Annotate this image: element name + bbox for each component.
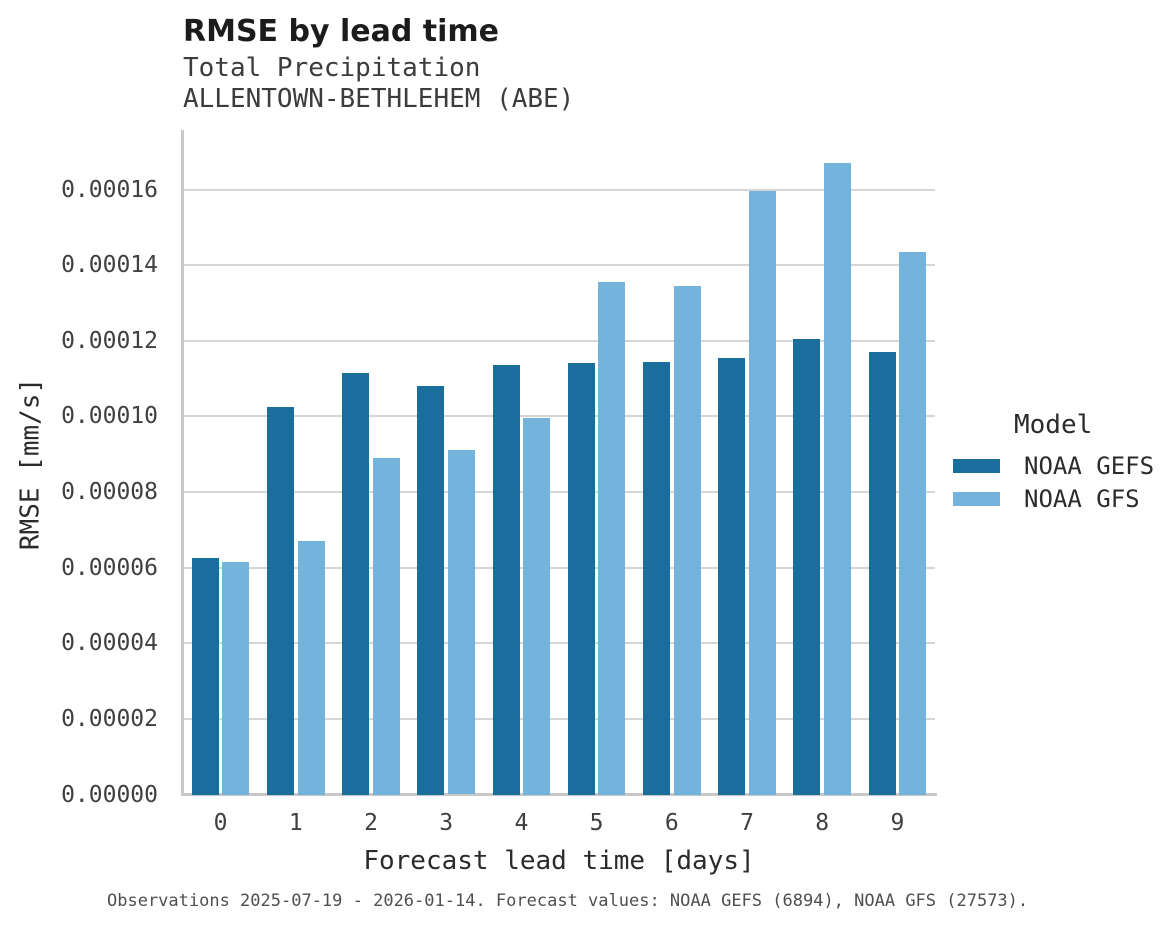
bar-noaa-gfs-day-6 xyxy=(673,285,701,795)
y-axis-title: RMSE [mm/s] xyxy=(15,377,46,551)
y-gridline xyxy=(183,566,935,569)
bar-noaa-gefs-day-4 xyxy=(492,365,520,795)
y-tick-label: 0.00010 xyxy=(61,403,158,430)
x-tick-label: 0 xyxy=(213,810,228,836)
bar-noaa-gfs-day-8 xyxy=(823,163,852,795)
legend-label: NOAA GEFS xyxy=(1024,452,1155,480)
x-tick-label: 5 xyxy=(589,810,604,836)
bar-noaa-gefs-day-9 xyxy=(868,352,896,795)
bar-noaa-gefs-day-0 xyxy=(191,558,219,795)
bar-noaa-gfs-day-1 xyxy=(297,541,325,795)
bar-noaa-gefs-day-6 xyxy=(642,361,671,795)
x-tick-label: 6 xyxy=(664,810,679,836)
bar-noaa-gfs-day-4 xyxy=(523,418,551,795)
legend-swatch-noaa-gfs-icon xyxy=(953,492,1000,506)
legend-label: NOAA GFS xyxy=(1024,485,1140,513)
bar-noaa-gefs-day-5 xyxy=(567,363,595,795)
x-tick-label: 9 xyxy=(890,810,905,836)
legend-swatch-noaa-gefs-icon xyxy=(953,459,1000,473)
y-tick-label: 0.00012 xyxy=(61,327,158,354)
bar-noaa-gfs-day-3 xyxy=(447,449,476,795)
caption: Observations 2025-07-19 - 2026-01-14. Fo… xyxy=(107,891,1029,911)
y-tick-label: 0.00006 xyxy=(61,554,158,581)
y-tick-label: 0.00002 xyxy=(61,705,158,732)
y-axis-spine xyxy=(181,130,184,796)
y-gridline xyxy=(183,491,935,493)
bar-noaa-gfs-day-0 xyxy=(222,561,250,795)
y-gridline xyxy=(183,717,935,720)
bar-noaa-gefs-day-2 xyxy=(342,372,370,795)
x-axis-title: Forecast lead time [days] xyxy=(363,846,755,876)
bar-noaa-gefs-day-3 xyxy=(417,386,445,795)
x-tick-label: 7 xyxy=(740,810,754,836)
y-gridline xyxy=(183,642,935,645)
y-tick-label: 0.00000 xyxy=(61,781,158,808)
y-gridline xyxy=(183,415,935,418)
chart-subtitle-variable: Total Precipitation xyxy=(183,53,481,83)
y-tick-label: 0.00004 xyxy=(61,630,158,657)
bar-noaa-gfs-day-9 xyxy=(899,251,927,795)
y-tick-label: 0.00016 xyxy=(61,176,158,203)
x-tick-label: 1 xyxy=(288,810,303,836)
bar-noaa-gefs-day-1 xyxy=(266,406,295,795)
x-tick-label: 8 xyxy=(815,810,830,836)
y-gridline xyxy=(183,264,935,267)
chart-subtitle-station: ALLENTOWN-BETHLEHEM (ABE) xyxy=(183,84,575,114)
chart-title: RMSE by lead time xyxy=(183,14,499,49)
bar-noaa-gfs-day-7 xyxy=(748,191,776,795)
x-tick-label: 2 xyxy=(364,810,378,836)
legend-title: Model xyxy=(1014,410,1093,440)
bar-noaa-gfs-day-2 xyxy=(372,457,400,795)
bar-noaa-gfs-day-5 xyxy=(598,282,626,795)
y-gridline xyxy=(183,188,935,191)
x-tick-label: 3 xyxy=(439,810,454,836)
y-tick-label: 0.00014 xyxy=(61,252,158,279)
y-tick-label: 0.00008 xyxy=(61,479,158,505)
x-tick-label: 4 xyxy=(514,810,529,836)
bar-noaa-gefs-day-8 xyxy=(793,338,821,795)
x-axis-spine xyxy=(181,792,937,796)
bar-noaa-gefs-day-7 xyxy=(718,357,746,795)
y-gridline xyxy=(183,339,935,342)
